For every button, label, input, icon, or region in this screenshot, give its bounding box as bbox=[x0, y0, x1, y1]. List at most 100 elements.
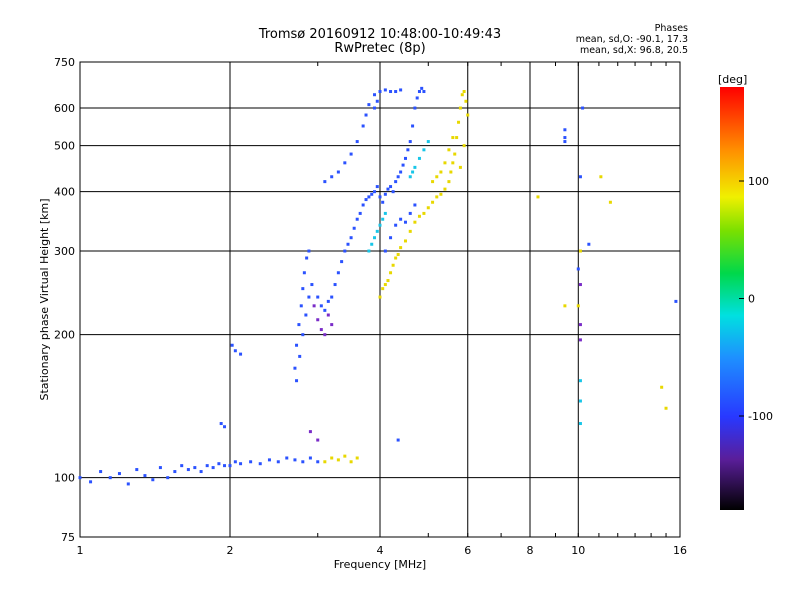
data-point bbox=[230, 343, 234, 347]
data-point bbox=[293, 366, 297, 370]
data-point bbox=[411, 124, 415, 128]
data-point bbox=[373, 106, 377, 110]
data-point bbox=[346, 242, 350, 246]
data-point bbox=[307, 295, 311, 299]
data-point bbox=[378, 223, 382, 227]
data-point bbox=[330, 175, 334, 179]
y-tick-label: 200 bbox=[54, 329, 75, 342]
data-point bbox=[578, 175, 582, 179]
data-point bbox=[239, 462, 243, 466]
data-point bbox=[295, 379, 299, 383]
y-tick-label: 75 bbox=[61, 531, 75, 544]
data-point bbox=[355, 140, 359, 144]
data-point bbox=[285, 456, 289, 460]
data-point bbox=[223, 425, 227, 429]
data-point bbox=[443, 161, 447, 165]
data-point bbox=[578, 249, 582, 253]
data-point bbox=[413, 106, 417, 110]
data-point bbox=[457, 120, 461, 124]
data-point bbox=[367, 195, 371, 199]
data-point bbox=[307, 249, 311, 253]
data-point bbox=[403, 156, 407, 160]
data-point bbox=[664, 406, 668, 410]
chart-subtitle: RwPretec (8p) bbox=[334, 41, 426, 56]
data-point bbox=[305, 256, 309, 260]
data-point bbox=[413, 165, 417, 169]
data-point bbox=[415, 96, 419, 100]
x-tick-label: 16 bbox=[673, 544, 687, 557]
data-point bbox=[417, 90, 421, 94]
data-point bbox=[431, 180, 435, 184]
data-point bbox=[373, 190, 377, 194]
data-point bbox=[460, 93, 464, 97]
data-point bbox=[293, 458, 297, 462]
data-point bbox=[578, 283, 582, 287]
data-point bbox=[343, 249, 347, 253]
data-point bbox=[399, 246, 403, 250]
data-point bbox=[308, 430, 312, 434]
data-point bbox=[449, 170, 453, 174]
data-point bbox=[233, 460, 237, 464]
data-point bbox=[298, 354, 302, 358]
data-point bbox=[406, 148, 410, 152]
y-tick-label: 600 bbox=[54, 102, 75, 115]
data-point bbox=[563, 136, 567, 140]
data-point bbox=[158, 466, 162, 470]
data-point bbox=[439, 170, 443, 174]
data-point bbox=[378, 90, 382, 94]
data-point bbox=[581, 106, 585, 110]
data-point bbox=[408, 229, 412, 233]
y-tick-label: 750 bbox=[54, 56, 75, 69]
data-point bbox=[451, 161, 455, 165]
data-point bbox=[660, 385, 664, 389]
data-point bbox=[319, 304, 323, 308]
data-point bbox=[381, 217, 385, 221]
data-point bbox=[578, 323, 582, 327]
x-tick-label: 8 bbox=[527, 544, 534, 557]
data-point bbox=[330, 295, 334, 299]
y-tick-label: 400 bbox=[54, 186, 75, 199]
data-point bbox=[364, 198, 368, 202]
data-point bbox=[378, 295, 382, 299]
data-point bbox=[399, 88, 403, 92]
data-point bbox=[389, 90, 393, 94]
colorbar-ticks: 100 0 -100 bbox=[739, 175, 773, 423]
data-point bbox=[458, 106, 462, 110]
data-point bbox=[297, 323, 301, 327]
data-point bbox=[383, 88, 387, 92]
data-point bbox=[166, 476, 170, 480]
data-point bbox=[326, 299, 330, 303]
data-point bbox=[173, 470, 177, 474]
y-tick-label: 300 bbox=[54, 245, 75, 258]
data-point bbox=[536, 195, 540, 199]
data-point bbox=[367, 249, 371, 253]
data-point bbox=[219, 422, 223, 426]
data-point bbox=[389, 185, 393, 189]
data-point bbox=[361, 203, 365, 207]
data-point bbox=[239, 352, 243, 356]
data-point bbox=[453, 152, 457, 156]
data-point bbox=[349, 236, 353, 240]
data-point bbox=[299, 304, 303, 308]
data-point bbox=[422, 148, 426, 152]
data-point bbox=[411, 170, 415, 174]
data-point bbox=[396, 438, 400, 442]
data-point bbox=[343, 454, 347, 458]
data-point bbox=[578, 399, 582, 403]
data-point bbox=[383, 192, 387, 196]
data-point bbox=[447, 180, 451, 184]
data-point bbox=[108, 476, 112, 480]
data-point bbox=[408, 211, 412, 215]
stats-o-mode: mean, sd,O: -90.1, 17.3 bbox=[575, 34, 688, 45]
data-point bbox=[443, 187, 447, 191]
stats-heading: Phases bbox=[654, 23, 688, 34]
data-point bbox=[408, 175, 412, 179]
data-point bbox=[403, 239, 407, 243]
data-point bbox=[276, 460, 280, 464]
data-point bbox=[323, 460, 327, 464]
data-point bbox=[99, 470, 103, 474]
data-point bbox=[399, 217, 403, 221]
data-point bbox=[316, 460, 320, 464]
data-point bbox=[422, 211, 426, 215]
data-point bbox=[373, 93, 377, 97]
